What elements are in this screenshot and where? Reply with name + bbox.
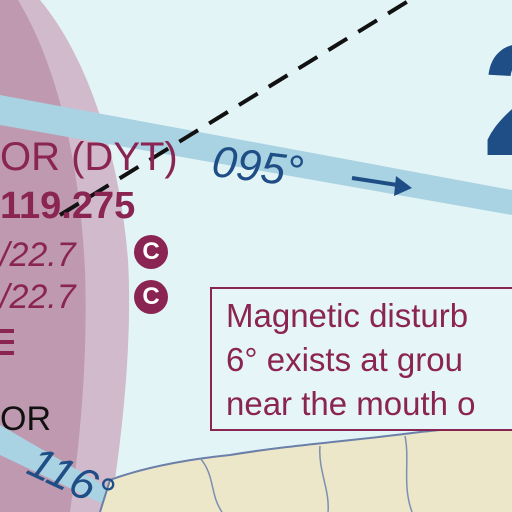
navaid-line-2: /22.7: [0, 238, 76, 272]
course-095-label: 095°: [209, 137, 306, 197]
altitude-numeral: 2: [482, 20, 512, 180]
note-line-2: 6° exists at grou: [226, 341, 463, 378]
navaid-line-3-value: 22.7: [9, 278, 76, 316]
badge-c-2: C: [134, 280, 168, 314]
magnetic-disturbance-note: Magnetic disturb 6° exists at grou near …: [210, 287, 512, 431]
navaid-line-3-prefix: /: [0, 278, 10, 316]
note-line-3: near the mouth o: [226, 385, 476, 422]
partial-mark: [0, 329, 14, 333]
partial-label-bottom: OR: [0, 400, 51, 438]
course-arrow-095: [351, 176, 412, 196]
navaid-name: OR (DYT): [0, 135, 178, 179]
navaid-line-2-prefix: /: [0, 236, 10, 274]
land-area: [100, 425, 512, 512]
navaid-line-2-value: 22.7: [9, 236, 76, 274]
note-line-1: Magnetic disturb: [226, 297, 469, 334]
navaid-line-3: /22.7: [0, 280, 76, 314]
navaid-frequency: 119.275: [0, 185, 136, 227]
badge-c-1: C: [134, 235, 168, 269]
airway-095-band: [0, 95, 512, 215]
